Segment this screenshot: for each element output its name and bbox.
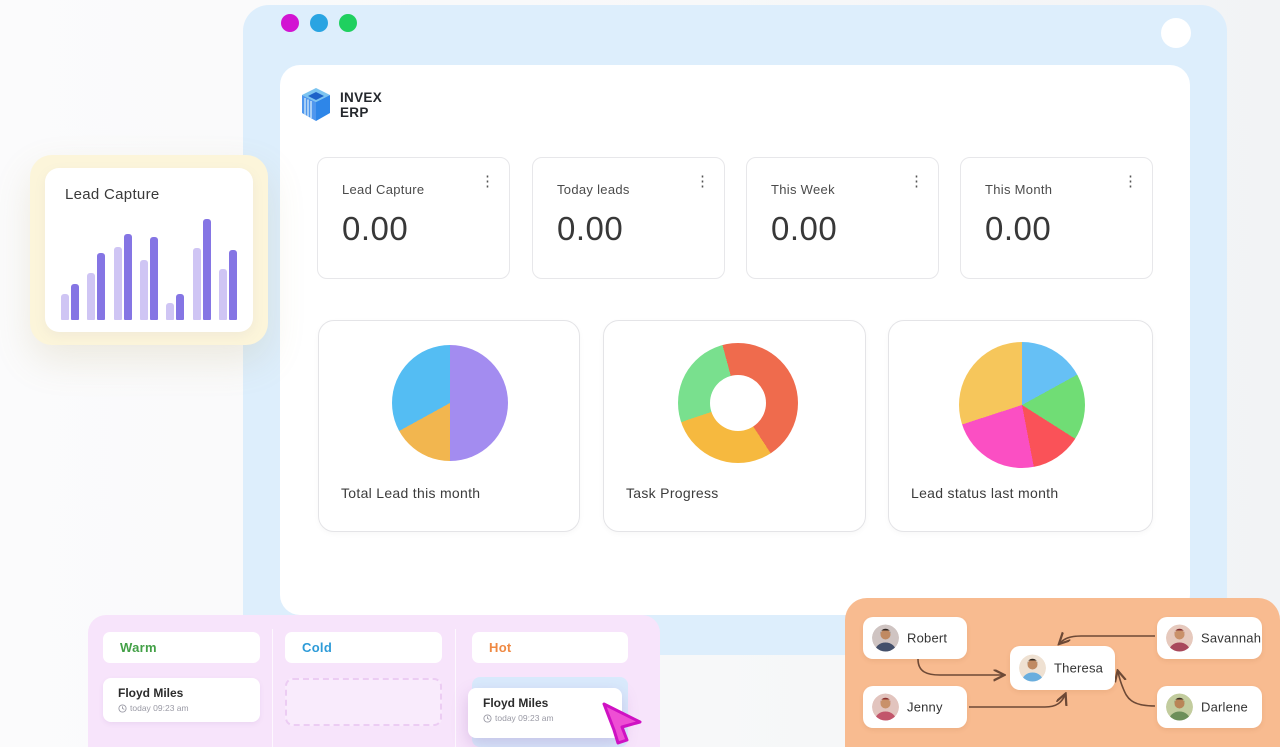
bar-group [166,294,185,320]
kebab-menu-icon[interactable]: ⋮ [909,173,924,190]
bar-group [87,253,106,320]
bar-light [192,248,201,320]
pie-chart-total-lead [392,345,508,461]
pie-chart-lead-status [959,342,1085,468]
bar-group [113,234,132,320]
person-name: Jenny [907,699,943,715]
flow-node-jenny[interactable]: Jenny [863,686,967,728]
bar-dark [176,294,185,320]
flow-node-theresa[interactable]: Theresa [1010,646,1115,690]
bar-light [139,260,148,320]
window-minimize-button[interactable] [310,14,328,32]
browser-window: INVEX ERP Lead Capture ⋮ 0.00 Today lead… [243,5,1227,655]
stat-card-title: Today leads [557,182,630,197]
bar-dark [202,219,211,320]
avatar [872,624,899,652]
stat-card-value: 0.00 [557,210,624,247]
bar-dark [149,237,158,320]
kebab-menu-icon[interactable]: ⋮ [480,173,495,190]
stat-card-value: 0.00 [771,210,838,247]
donut-hole [710,375,766,431]
bar-dark [71,284,79,320]
bar-group [218,250,237,320]
column-title: Hot [489,640,512,655]
kanban-column-hot: Hot [472,632,628,663]
bar-light [113,247,122,320]
lead-name: Floyd Miles [483,696,549,710]
chart-card-task-progress: Task Progress [603,320,866,532]
chart-title: Lead Capture [65,186,160,203]
bar-group [192,219,211,320]
bar-light [218,269,227,320]
flow-node-robert[interactable]: Robert [863,617,967,659]
stat-card-lead-capture: Lead Capture ⋮ 0.00 [317,157,510,279]
clock-icon [483,713,492,723]
stat-card-value: 0.00 [342,210,409,247]
person-name: Darlene [1201,699,1248,715]
window-close-button[interactable] [281,14,299,32]
stat-card-value: 0.00 [985,210,1052,247]
stat-card-title: Lead Capture [342,182,425,197]
column-title: Cold [302,640,333,655]
stat-card-title: This Month [985,182,1053,197]
stat-card-this-month: This Month ⋮ 0.00 [960,157,1153,279]
lead-card-dragged[interactable]: Floyd Miles today 09:23 am [468,688,622,738]
bar-dark [97,253,106,320]
column-title: Warm [120,640,157,655]
avatar [1166,624,1193,652]
app-name: INVEX ERP [340,89,383,120]
kanban-column-warm: Warm [103,632,260,663]
avatar [1019,654,1046,682]
chart-title: Lead status last month [911,485,1059,501]
avatar [1166,693,1193,721]
stat-card-title: This Week [771,182,835,197]
lead-card-warm[interactable]: Floyd Miles today 09:23 am [103,678,260,722]
chart-card-total-lead: Total Lead this month [318,320,580,532]
stat-card-today-leads: Today leads ⋮ 0.00 [532,157,725,279]
bar-light [87,273,96,320]
bar-light [166,303,175,320]
person-name: Robert [907,630,948,646]
person-name: Theresa [1054,660,1104,676]
dashboard-panel: INVEX ERP Lead Capture ⋮ 0.00 Today lead… [280,65,1190,615]
user-avatar-placeholder[interactable] [1161,18,1191,48]
bar-dark [123,234,132,320]
flow-node-darlene[interactable]: Darlene [1157,686,1262,728]
stat-card-this-week: This Week ⋮ 0.00 [746,157,939,279]
lead-capture-widget: Lead Capture [30,155,268,345]
bar-light [61,294,69,320]
bar-dark [228,250,237,320]
flow-node-savannah[interactable]: Savannah [1157,617,1262,659]
chart-title: Total Lead this month [341,485,481,501]
lead-time: today 09:23 am [483,713,554,723]
column-divider [455,629,456,747]
bar-chart [61,212,237,320]
bar-group [61,284,79,320]
window-maximize-button[interactable] [339,14,357,32]
lead-name: Floyd Miles [118,686,184,700]
person-name: Savannah [1201,630,1262,646]
kanban-board: Warm Cold Hot Floyd Miles today 09:23 am… [88,615,660,747]
lead-time: today 09:23 am [118,703,189,713]
drop-placeholder [285,678,442,726]
kebab-menu-icon[interactable]: ⋮ [1123,173,1138,190]
chart-card-lead-status: Lead status last month [888,320,1153,532]
avatar [872,693,899,721]
kebab-menu-icon[interactable]: ⋮ [695,173,710,190]
chart-title: Task Progress [626,485,719,501]
bar-group [139,237,158,320]
lead-capture-widget-inner: Lead Capture [45,168,253,332]
kanban-column-cold: Cold [285,632,442,663]
clock-icon [118,703,127,713]
assignment-flow-panel: Robert Savannah Theresa Jenny Darlene [845,598,1280,747]
app-logo: INVEX ERP [300,87,382,122]
column-divider [272,629,273,747]
cube-logo-icon [302,88,330,121]
